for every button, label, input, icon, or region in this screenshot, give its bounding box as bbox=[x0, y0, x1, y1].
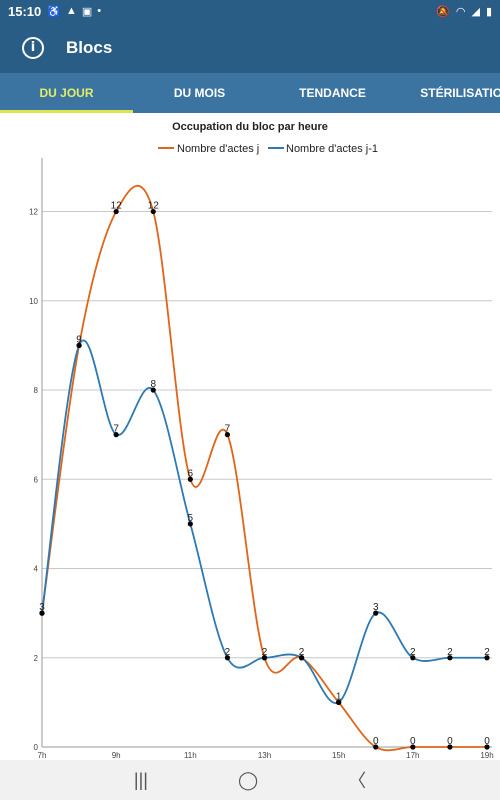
data-label: 2 bbox=[447, 647, 453, 658]
battery-icon: ▮ bbox=[485, 5, 492, 18]
data-point bbox=[113, 432, 119, 438]
data-point bbox=[373, 610, 379, 616]
data-point bbox=[150, 208, 156, 215]
data-label: 12 bbox=[111, 201, 123, 212]
chart-grid bbox=[42, 211, 492, 748]
home-icon[interactable]: ◯ bbox=[237, 769, 259, 790]
y-tick-label: 10 bbox=[29, 297, 38, 306]
x-tick-label: 17h bbox=[406, 751, 419, 760]
chart-area: Occupation du bloc par heure Nombre d'ac… bbox=[0, 113, 500, 760]
data-label: 2 bbox=[410, 647, 416, 658]
x-tick-label: 9h bbox=[112, 751, 121, 760]
x-tick-label: 7h bbox=[38, 751, 47, 760]
data-label: 12 bbox=[148, 201, 160, 212]
y-tick-label: 2 bbox=[34, 654, 39, 663]
tab-du-mois[interactable]: DU MOIS bbox=[173, 86, 226, 100]
line-chart: Occupation du bloc par heure Nombre d'ac… bbox=[29, 121, 494, 760]
data-label: 0 bbox=[447, 736, 453, 747]
recent-apps-icon[interactable]: ||| bbox=[133, 769, 148, 790]
data-label: 7 bbox=[113, 424, 119, 435]
dot-icon: • bbox=[97, 5, 102, 17]
data-point bbox=[410, 655, 416, 661]
wifi-icon: ◠ bbox=[455, 5, 466, 18]
chart-title: Occupation du bloc par heure bbox=[172, 121, 328, 133]
y-tick-label: 4 bbox=[34, 565, 39, 574]
data-label: 2 bbox=[262, 647, 268, 658]
data-label: 9 bbox=[76, 334, 82, 345]
data-label: 2 bbox=[484, 647, 490, 658]
data-point bbox=[39, 610, 45, 616]
data-label: 0 bbox=[410, 736, 416, 747]
y-tick-label: 8 bbox=[34, 386, 39, 395]
data-label: 1 bbox=[336, 691, 342, 702]
legend-label-j: Nombre d'actes j bbox=[177, 143, 259, 155]
back-icon[interactable]: 〈 bbox=[348, 771, 367, 791]
data-point bbox=[76, 342, 82, 349]
tab-sterilisation[interactable]: STÉRILISATION bbox=[420, 86, 500, 100]
data-point bbox=[187, 476, 193, 482]
image-icon: ▣ bbox=[81, 5, 93, 18]
y-tick-label: 6 bbox=[34, 475, 39, 484]
series-line-0 bbox=[41, 184, 487, 752]
data-label: 0 bbox=[484, 736, 490, 747]
data-label: 3 bbox=[39, 602, 45, 613]
data-point bbox=[447, 655, 453, 661]
x-tick-label: 15h bbox=[332, 751, 345, 760]
data-label: 2 bbox=[299, 647, 305, 658]
data-point bbox=[484, 744, 490, 750]
chart-series bbox=[41, 184, 487, 752]
info-icon[interactable]: i bbox=[22, 36, 44, 59]
data-point bbox=[373, 744, 379, 750]
page-title: Blocs bbox=[66, 37, 113, 57]
data-point bbox=[447, 744, 453, 750]
system-nav-bar: ||| ◯ 〈 bbox=[0, 760, 500, 800]
legend-label-j1: Nombre d'actes j-1 bbox=[286, 143, 378, 155]
tab-bar: DU JOUR DU MOIS TENDANCE STÉRILISATION bbox=[0, 73, 500, 113]
data-label: 7 bbox=[225, 424, 231, 435]
signal-icon: ◢ bbox=[471, 5, 480, 18]
data-point bbox=[187, 521, 193, 527]
mute-icon: 🔕 bbox=[436, 5, 450, 18]
app-bar: i Blocs bbox=[0, 22, 500, 73]
data-point bbox=[336, 699, 342, 705]
data-label: 2 bbox=[225, 647, 231, 658]
status-time: 15:10 bbox=[8, 3, 42, 19]
data-label: 6 bbox=[188, 468, 194, 479]
status-bar: 15:10 ♿ ▲ ▣ • 🔕 ◠ ◢ ▮ bbox=[0, 0, 500, 22]
data-label: 5 bbox=[188, 513, 194, 524]
data-point bbox=[224, 432, 231, 438]
y-tick-label: 0 bbox=[34, 743, 39, 752]
x-tick-label: 11h bbox=[184, 751, 197, 760]
data-point bbox=[113, 208, 119, 215]
y-tick-label: 12 bbox=[29, 208, 38, 217]
data-point bbox=[261, 655, 268, 661]
x-tick-label: 13h bbox=[258, 751, 271, 760]
data-label: 0 bbox=[373, 736, 379, 747]
x-tick-label: 19h bbox=[480, 751, 493, 760]
data-label: 8 bbox=[150, 379, 156, 390]
tab-du-jour[interactable]: DU JOUR bbox=[0, 73, 133, 113]
tab-tendance[interactable]: TENDANCE bbox=[299, 86, 366, 100]
data-point bbox=[150, 387, 156, 393]
chart-point-labels: 3 9 12 12 7 8 6 5 7 2 2 2 1 3 0 2 0 2 0 2 0 bbox=[39, 201, 490, 747]
data-label: 3 bbox=[373, 602, 379, 613]
accessibility-icon: ♿ bbox=[47, 5, 61, 18]
chart-points bbox=[39, 208, 490, 750]
data-point bbox=[484, 655, 490, 661]
warning-icon: ▲ bbox=[65, 5, 77, 17]
data-point bbox=[224, 655, 231, 661]
data-point bbox=[410, 744, 416, 750]
data-point bbox=[298, 655, 305, 661]
chart-legend: Nombre d'actes j Nombre d'actes j-1 bbox=[158, 143, 378, 155]
